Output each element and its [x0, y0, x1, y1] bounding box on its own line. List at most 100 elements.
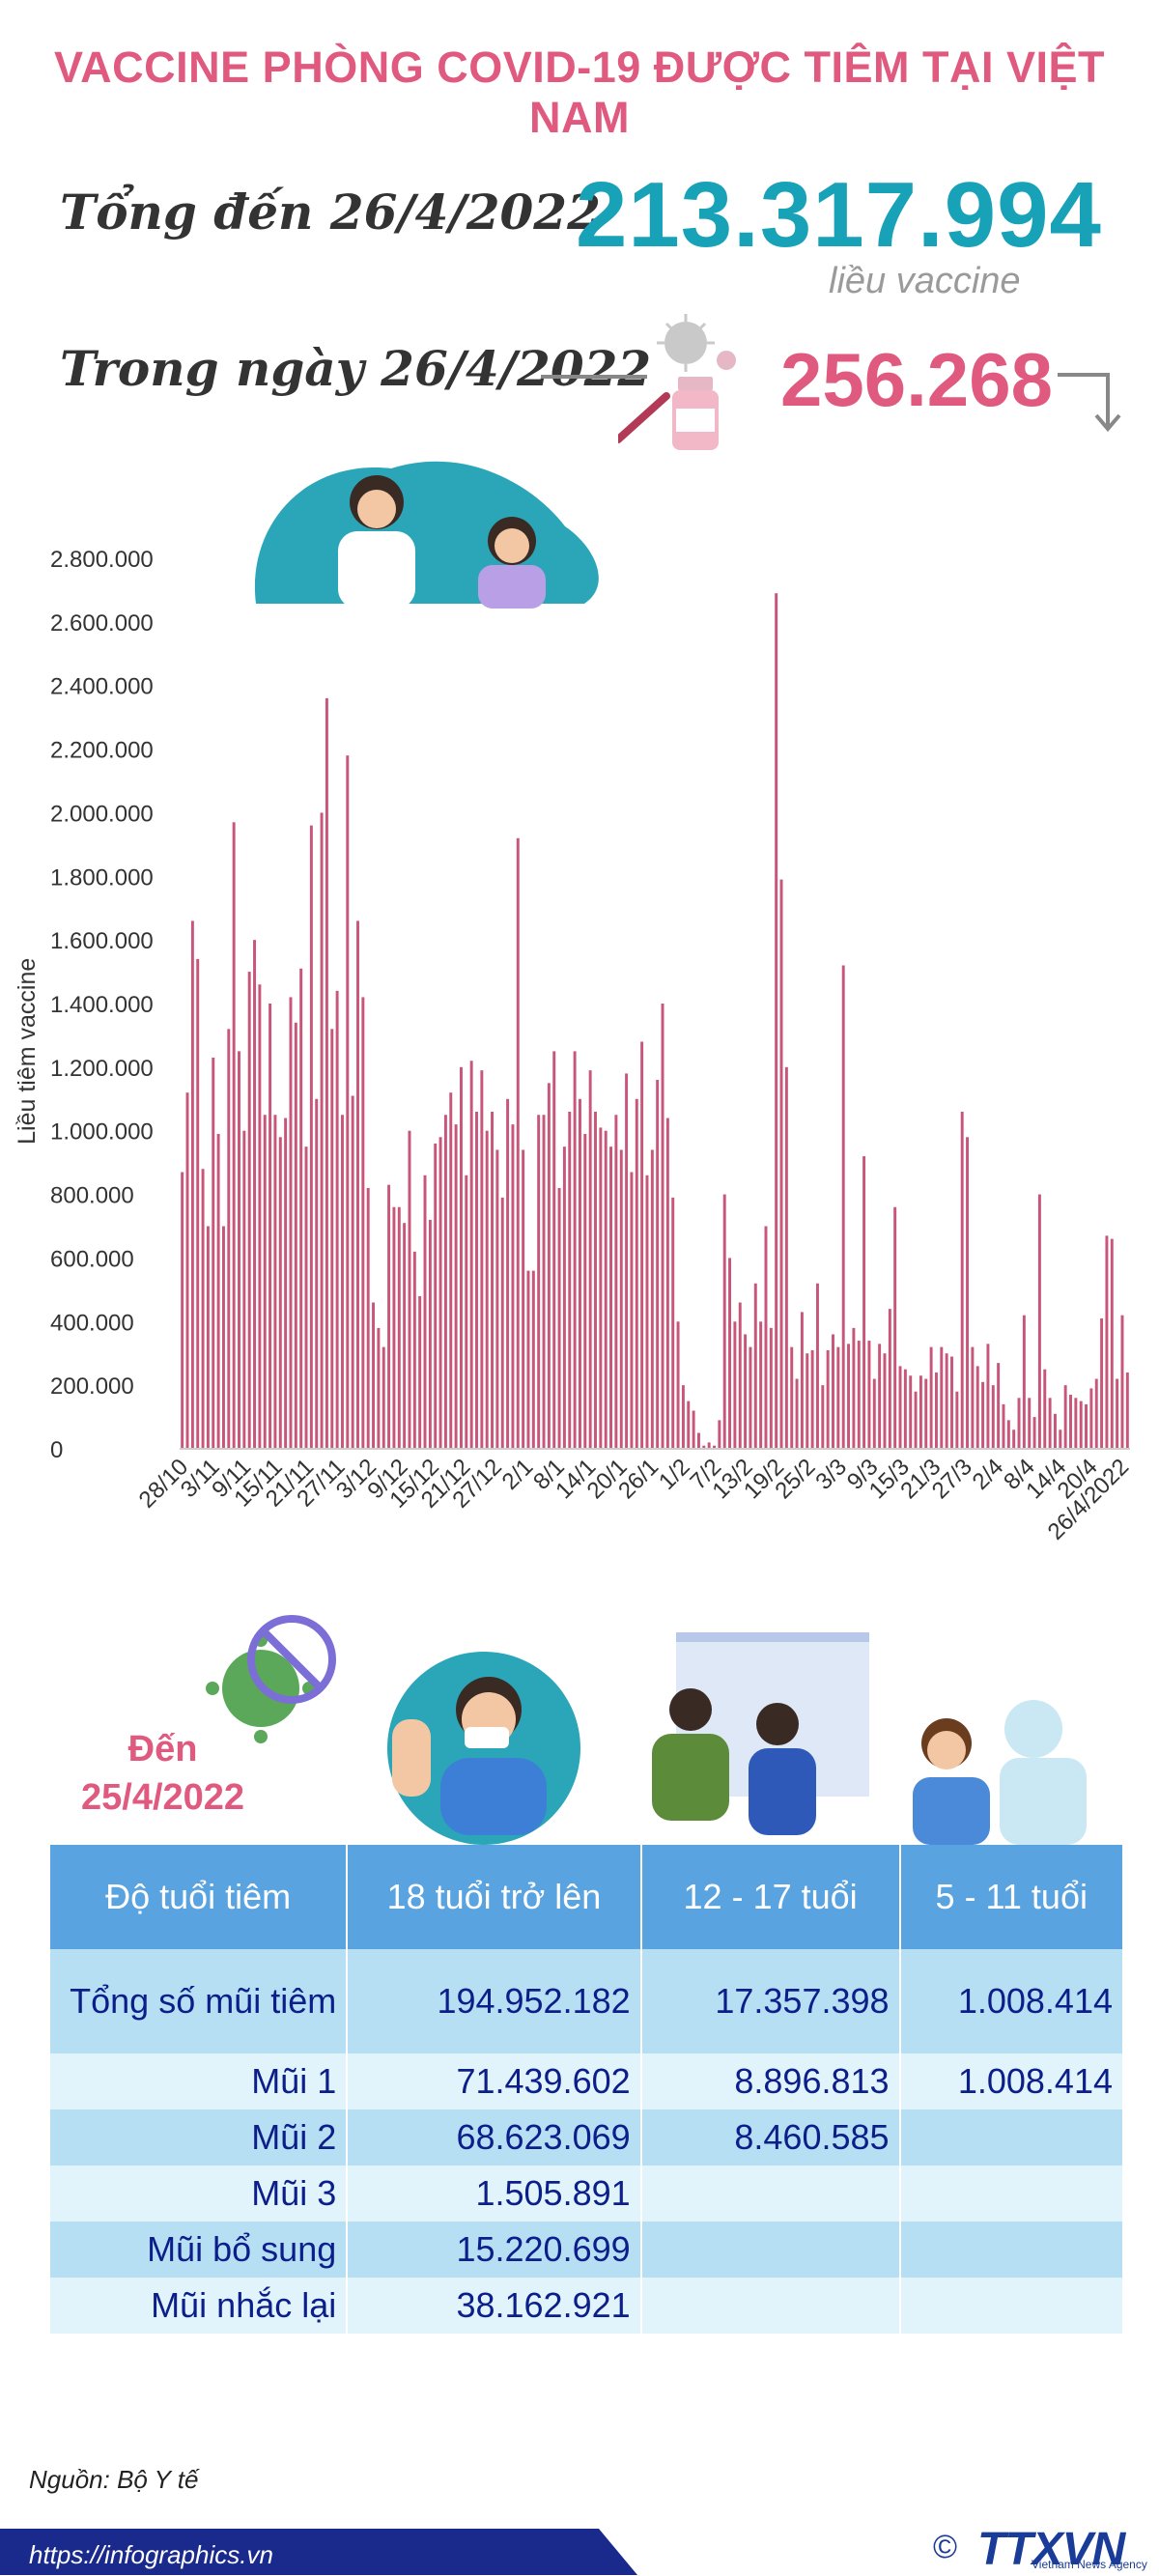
y-tick-label: 2.600.000: [50, 610, 154, 637]
bar: [940, 1346, 944, 1449]
bar: [1089, 1388, 1093, 1449]
bar: [862, 1156, 866, 1449]
bar: [955, 1391, 959, 1449]
as-of-date: Đến 25/4/2022: [81, 1725, 244, 1822]
bar: [852, 1327, 856, 1449]
trend-down-arrow-icon: [1058, 373, 1121, 433]
bar: [1063, 1385, 1067, 1449]
bar: [247, 972, 251, 1449]
bar: [991, 1385, 995, 1449]
y-tick-label: 1.800.000: [50, 864, 154, 891]
bar: [1028, 1398, 1032, 1449]
bar: [665, 1118, 669, 1449]
bar: [449, 1092, 453, 1449]
bar: [681, 1385, 685, 1449]
bar: [403, 1223, 407, 1449]
bar: [702, 1445, 706, 1449]
bar: [914, 1391, 918, 1449]
bar: [650, 1149, 654, 1449]
bar: [557, 1187, 561, 1449]
daily-value: 256.268: [780, 337, 1053, 422]
bar: [269, 1004, 272, 1449]
bar: [676, 1321, 680, 1449]
total-label: Tổng đến 26/4/2022: [60, 184, 601, 241]
bar: [232, 822, 236, 1449]
cell-18-plus: 15.220.699: [347, 2222, 642, 2278]
y-tick-label: 1.200.000: [50, 1056, 154, 1082]
bar: [253, 940, 257, 1449]
y-tick-label: 2.800.000: [50, 547, 154, 573]
bar: [872, 1378, 876, 1449]
y-tick-label: 1.000.000: [50, 1119, 154, 1146]
bar: [975, 1366, 979, 1449]
bar: [428, 1219, 432, 1449]
bar: [919, 1375, 922, 1449]
bar: [878, 1344, 882, 1449]
y-tick-label: 0: [50, 1437, 63, 1463]
bar: [847, 1344, 851, 1449]
bar: [377, 1327, 381, 1449]
cell-12-17: [640, 2278, 901, 2334]
bar: [562, 1146, 566, 1449]
bar: [196, 958, 200, 1449]
bar: [759, 1321, 763, 1449]
row-label: Mũi 3: [50, 2166, 349, 2222]
bar: [294, 1022, 297, 1449]
bar: [511, 1124, 515, 1449]
bar: [1059, 1430, 1062, 1449]
bar: [1002, 1403, 1005, 1449]
bar: [568, 1111, 572, 1449]
y-tick-label: 800.000: [50, 1183, 134, 1209]
bar: [924, 1378, 928, 1449]
cell-5-11: [899, 2278, 1122, 2334]
y-tick-label: 1.600.000: [50, 928, 154, 954]
copyright-symbol: ©: [933, 2529, 958, 2565]
bar: [522, 1149, 525, 1449]
y-tick-label: 400.000: [50, 1310, 134, 1336]
bar: [181, 1172, 184, 1449]
bar: [588, 1070, 592, 1449]
bar: [495, 1149, 499, 1449]
bars: [181, 593, 1129, 1449]
y-tick-label: 2.200.000: [50, 738, 154, 764]
bar: [635, 1098, 638, 1449]
as-of-prefix: Đến: [127, 1729, 198, 1769]
bar: [304, 1146, 308, 1449]
bar: [779, 879, 783, 1449]
bar: [671, 1197, 675, 1449]
row-label: Mũi nhắc lại: [50, 2278, 349, 2334]
bar: [278, 1137, 282, 1449]
bar: [806, 1353, 809, 1449]
table-row: Mũi nhắc lại 38.162.921: [50, 2278, 1122, 2334]
bar: [516, 837, 520, 1449]
source-note: Nguồn: Bộ Y tế: [29, 2465, 199, 2494]
bar: [201, 1169, 205, 1449]
bar: [625, 1073, 629, 1449]
bar: [640, 1041, 644, 1449]
bar: [981, 1381, 985, 1449]
bar: [1022, 1315, 1026, 1449]
website-link[interactable]: https://infographics.vn: [29, 2540, 273, 2569]
row-label: Mũi bổ sung: [50, 2222, 349, 2278]
bar: [713, 1445, 716, 1449]
bar: [929, 1346, 933, 1449]
bar: [325, 697, 328, 1449]
logo-subtitle: Vietnam News Agency: [1032, 2558, 1147, 2571]
cell-12-17: [640, 2166, 901, 2222]
cell-12-17: [640, 2222, 901, 2278]
bar: [500, 1197, 504, 1449]
bar: [531, 1270, 535, 1449]
bar: [733, 1321, 737, 1449]
bar: [284, 1118, 288, 1449]
bar: [346, 755, 350, 1449]
bar: [206, 1226, 210, 1449]
child-vaccination-illustration: [913, 1700, 1087, 1845]
bar: [392, 1206, 396, 1449]
bar: [227, 1029, 231, 1449]
bar: [320, 812, 324, 1449]
bar: [1053, 1413, 1057, 1449]
bar: [238, 1051, 240, 1449]
bar: [216, 1134, 220, 1449]
bar: [438, 1137, 442, 1449]
row-label: Tổng số mũi tiêm: [50, 1949, 349, 2053]
